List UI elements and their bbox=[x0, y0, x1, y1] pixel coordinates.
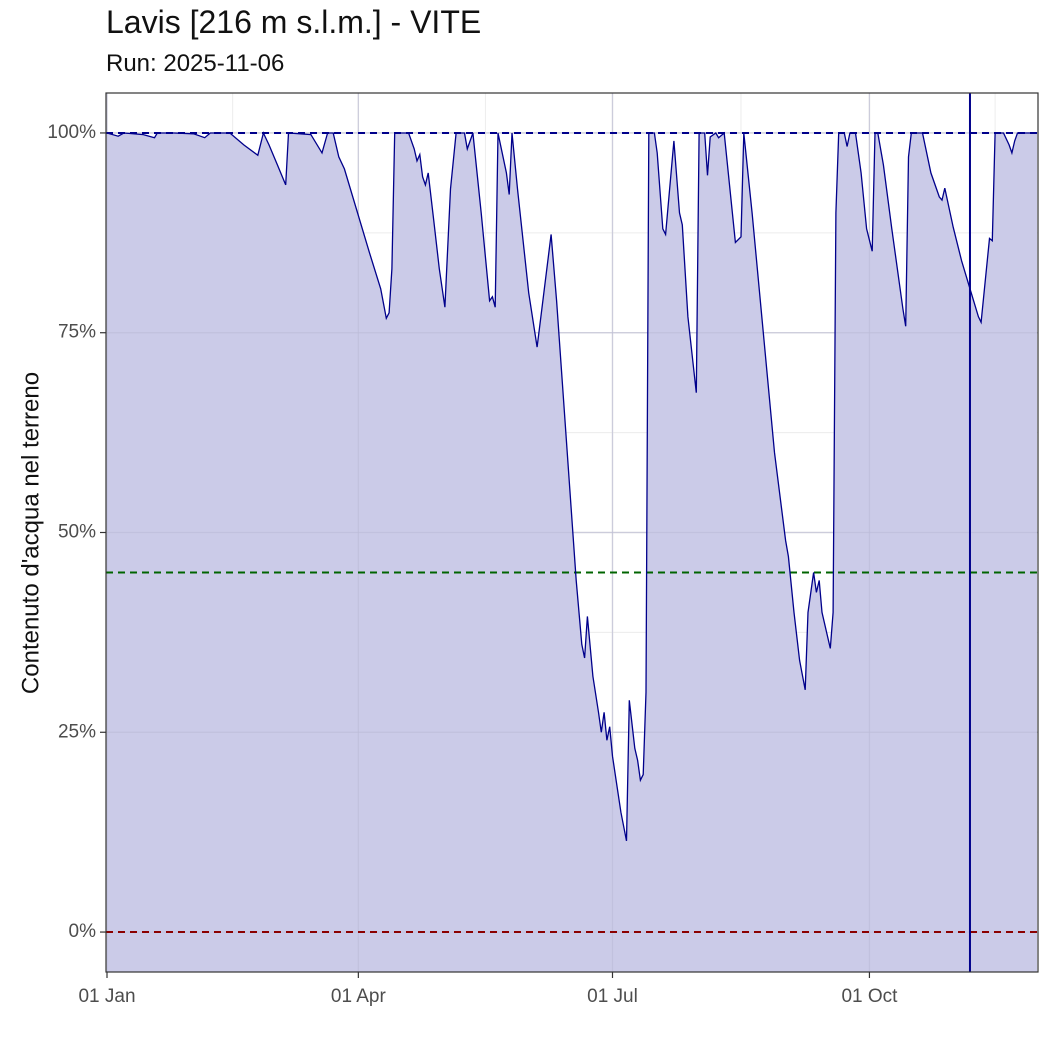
x-axis: 01 Jan 01 Apr 01 Jul 01 Oct bbox=[78, 972, 898, 1007]
x-tick-label: 01 Jan bbox=[78, 986, 135, 1007]
x-tick-label: 01 Apr bbox=[331, 986, 387, 1007]
y-tick-label: 100% bbox=[47, 122, 96, 143]
y-tick-label: 75% bbox=[58, 322, 96, 343]
chart-title: Lavis [216 m s.l.m.] - VITE bbox=[106, 4, 482, 40]
soil-water-series-line bbox=[106, 131, 1037, 842]
soil-water-area bbox=[107, 133, 1037, 972]
x-tick-label: 01 Oct bbox=[841, 986, 898, 1007]
y-tick-label: 0% bbox=[69, 921, 97, 942]
y-axis: 0% 25% 50% 75% 100% bbox=[47, 122, 106, 942]
y-tick-label: 25% bbox=[58, 721, 96, 742]
major-grid-overlay bbox=[106, 93, 1038, 972]
x-tick-label: 01 Jul bbox=[587, 986, 638, 1007]
y-axis-title: Contenuto d'acqua nel terreno bbox=[17, 372, 44, 694]
y-tick-label: 50% bbox=[58, 522, 96, 543]
chart-subtitle: Run: 2025-11-06 bbox=[106, 50, 285, 77]
